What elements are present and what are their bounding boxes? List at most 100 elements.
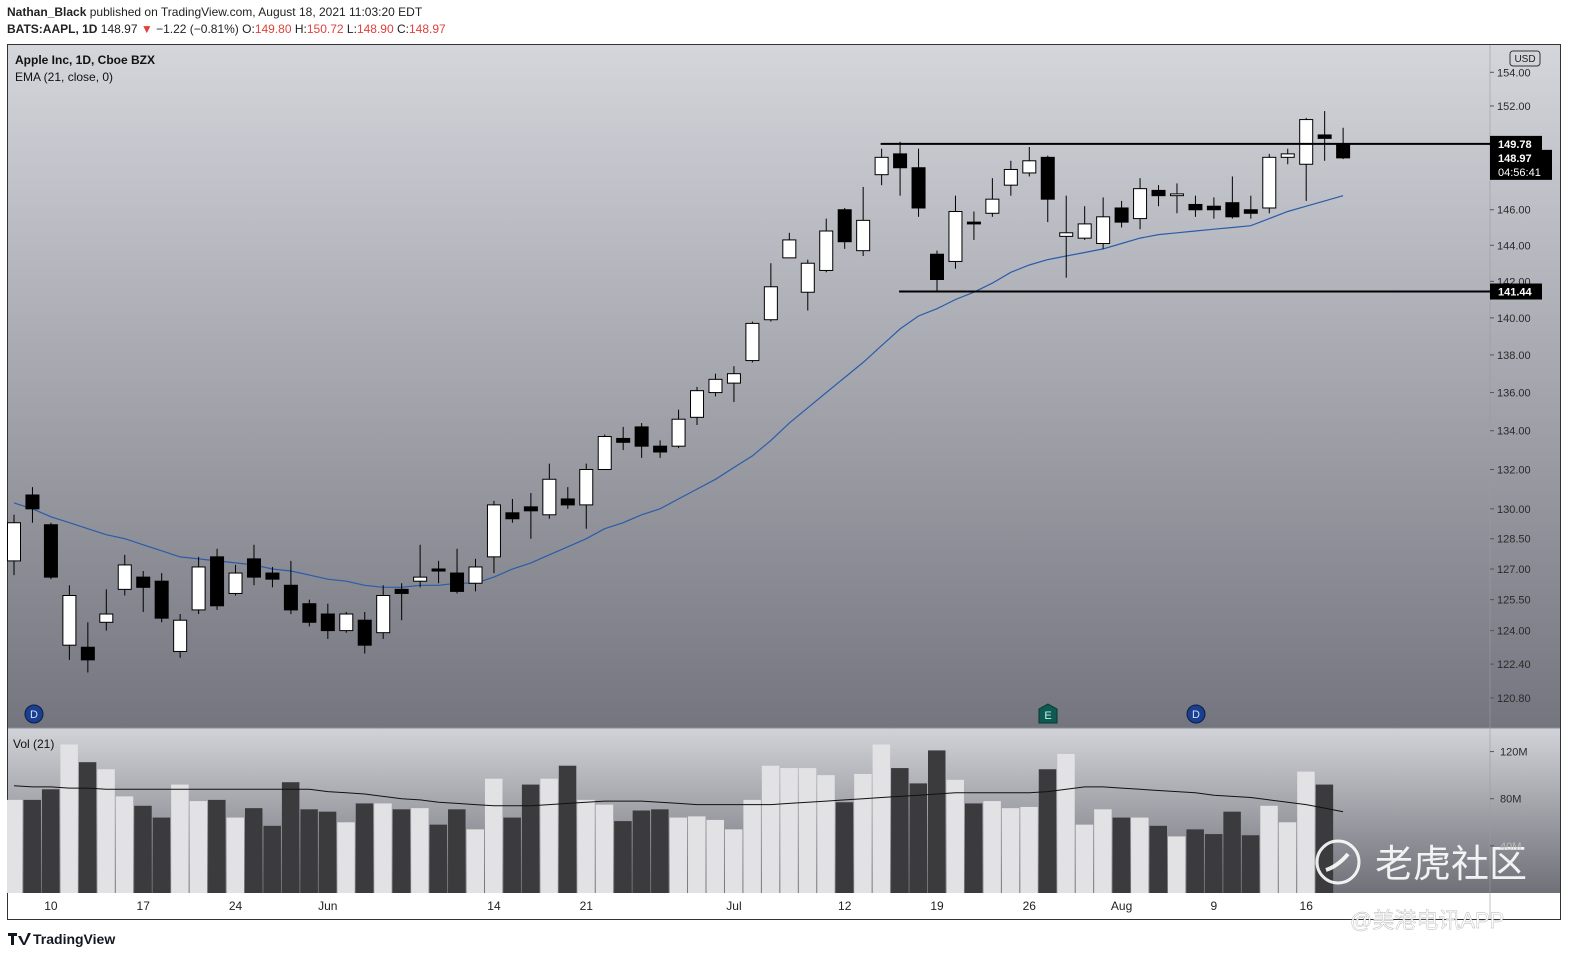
volume-bar — [558, 765, 577, 893]
volume-bar — [651, 809, 669, 893]
candle-body — [782, 239, 797, 259]
publish-line: Nathan_Black published on TradingView.co… — [7, 5, 422, 19]
volume-bar — [1315, 784, 1334, 893]
y-tick-label: 146.00 — [1497, 205, 1531, 217]
volume-bar — [7, 799, 23, 893]
line — [13, 785, 1344, 813]
event-icon — [24, 704, 44, 724]
candle-body — [1225, 202, 1240, 218]
volume-bar — [1186, 829, 1204, 893]
volume-tick-label: 80M — [1500, 794, 1521, 806]
level-tag — [1490, 135, 1542, 152]
candle-body — [191, 566, 206, 611]
volume-bar — [1131, 817, 1149, 893]
volume-bar — [614, 821, 632, 893]
candle-body — [745, 322, 760, 362]
time-axis — [7, 893, 1561, 920]
volume-bar — [1038, 769, 1057, 893]
candle-body — [634, 426, 649, 447]
last-price: 148.97 — [1498, 153, 1532, 165]
y-tick-label: 120.80 — [1497, 693, 1531, 705]
x-tick-label: 16 — [1300, 899, 1314, 913]
candle-body — [930, 253, 944, 281]
change: −1.22 (−0.81%) — [156, 22, 239, 36]
candle-body — [413, 576, 428, 582]
candle-body — [1299, 119, 1314, 165]
volume-bar — [854, 773, 872, 893]
brand-logo — [8, 933, 31, 945]
volume-bar — [115, 796, 134, 893]
candle-body — [173, 619, 188, 652]
candle-body — [911, 167, 926, 209]
candle-body — [357, 619, 372, 646]
volume-bar — [60, 744, 78, 893]
volume-bar — [1149, 825, 1168, 893]
candle-body — [339, 613, 354, 632]
candle-body — [856, 219, 871, 252]
candle-body — [320, 613, 335, 632]
volume-bar — [688, 816, 706, 893]
volume-bar — [521, 784, 540, 893]
volume-bar — [503, 817, 521, 893]
y-tick-label: 130.00 — [1497, 504, 1531, 516]
y-tick-label: 140.00 — [1497, 313, 1531, 325]
event-label: E — [1044, 710, 1051, 722]
candle-body — [228, 572, 243, 594]
volume-bar — [595, 804, 614, 893]
volume-bar — [835, 802, 854, 893]
volume-bar — [244, 808, 263, 893]
x-tick-label: 24 — [229, 899, 243, 913]
y-tick-label: 138.00 — [1497, 350, 1531, 362]
volume-bar — [208, 799, 226, 893]
x-tick-label: Jun — [318, 899, 337, 913]
y-tick-label: 125.50 — [1497, 595, 1531, 607]
volume-bar — [134, 805, 152, 893]
arrow: ▼ — [140, 22, 153, 36]
candle-body — [431, 568, 446, 572]
y-tick-label: 144.00 — [1497, 240, 1531, 252]
candle-body — [210, 556, 225, 607]
volume-bar — [817, 775, 835, 893]
ohlc-key: C: — [396, 22, 409, 36]
ohlc-key: O: — [242, 22, 255, 36]
volume-bar — [448, 809, 466, 893]
candle-body — [819, 230, 834, 271]
candle-body — [302, 603, 317, 623]
level-label: 149.78 — [1498, 139, 1532, 151]
volume-bar — [466, 829, 484, 893]
candle-body — [1059, 232, 1074, 237]
candle-body — [99, 613, 114, 623]
volume-bar — [1112, 817, 1131, 893]
volume-tick-label: 40M — [1500, 841, 1521, 853]
volume-bar — [171, 784, 189, 893]
candle-body — [486, 504, 501, 558]
candle-body — [154, 580, 169, 619]
candle-body — [265, 572, 280, 580]
event-label: D — [1192, 709, 1200, 721]
published: published on TradingView.com, August 18,… — [89, 5, 423, 19]
volume-bar — [1020, 806, 1038, 893]
candle-body — [616, 437, 631, 443]
candle-body — [874, 156, 889, 176]
volume-bar — [1297, 771, 1315, 893]
publisher: Nathan_Black — [7, 5, 87, 19]
currency: USD — [1514, 54, 1535, 65]
event-icon — [1038, 703, 1058, 724]
volume-bar — [97, 769, 115, 893]
volume-bar — [1057, 753, 1075, 893]
x-tick-label: 14 — [487, 899, 501, 913]
volume-bar — [946, 779, 964, 893]
x-tick-label: 26 — [1023, 899, 1037, 913]
event-label: D — [30, 709, 38, 721]
volume-bar — [1204, 834, 1223, 893]
ohlc-key: H: — [294, 22, 307, 36]
volume-bar — [632, 810, 651, 893]
watermark-text: 老虎社区 — [1375, 844, 1527, 886]
volume-bar — [429, 824, 448, 893]
volume-bar — [872, 744, 891, 893]
candle-body — [376, 595, 391, 634]
candle-body — [653, 445, 668, 453]
countdown: 04:56:41 — [1498, 167, 1541, 179]
y-tick-label: 154.00 — [1497, 67, 1531, 79]
